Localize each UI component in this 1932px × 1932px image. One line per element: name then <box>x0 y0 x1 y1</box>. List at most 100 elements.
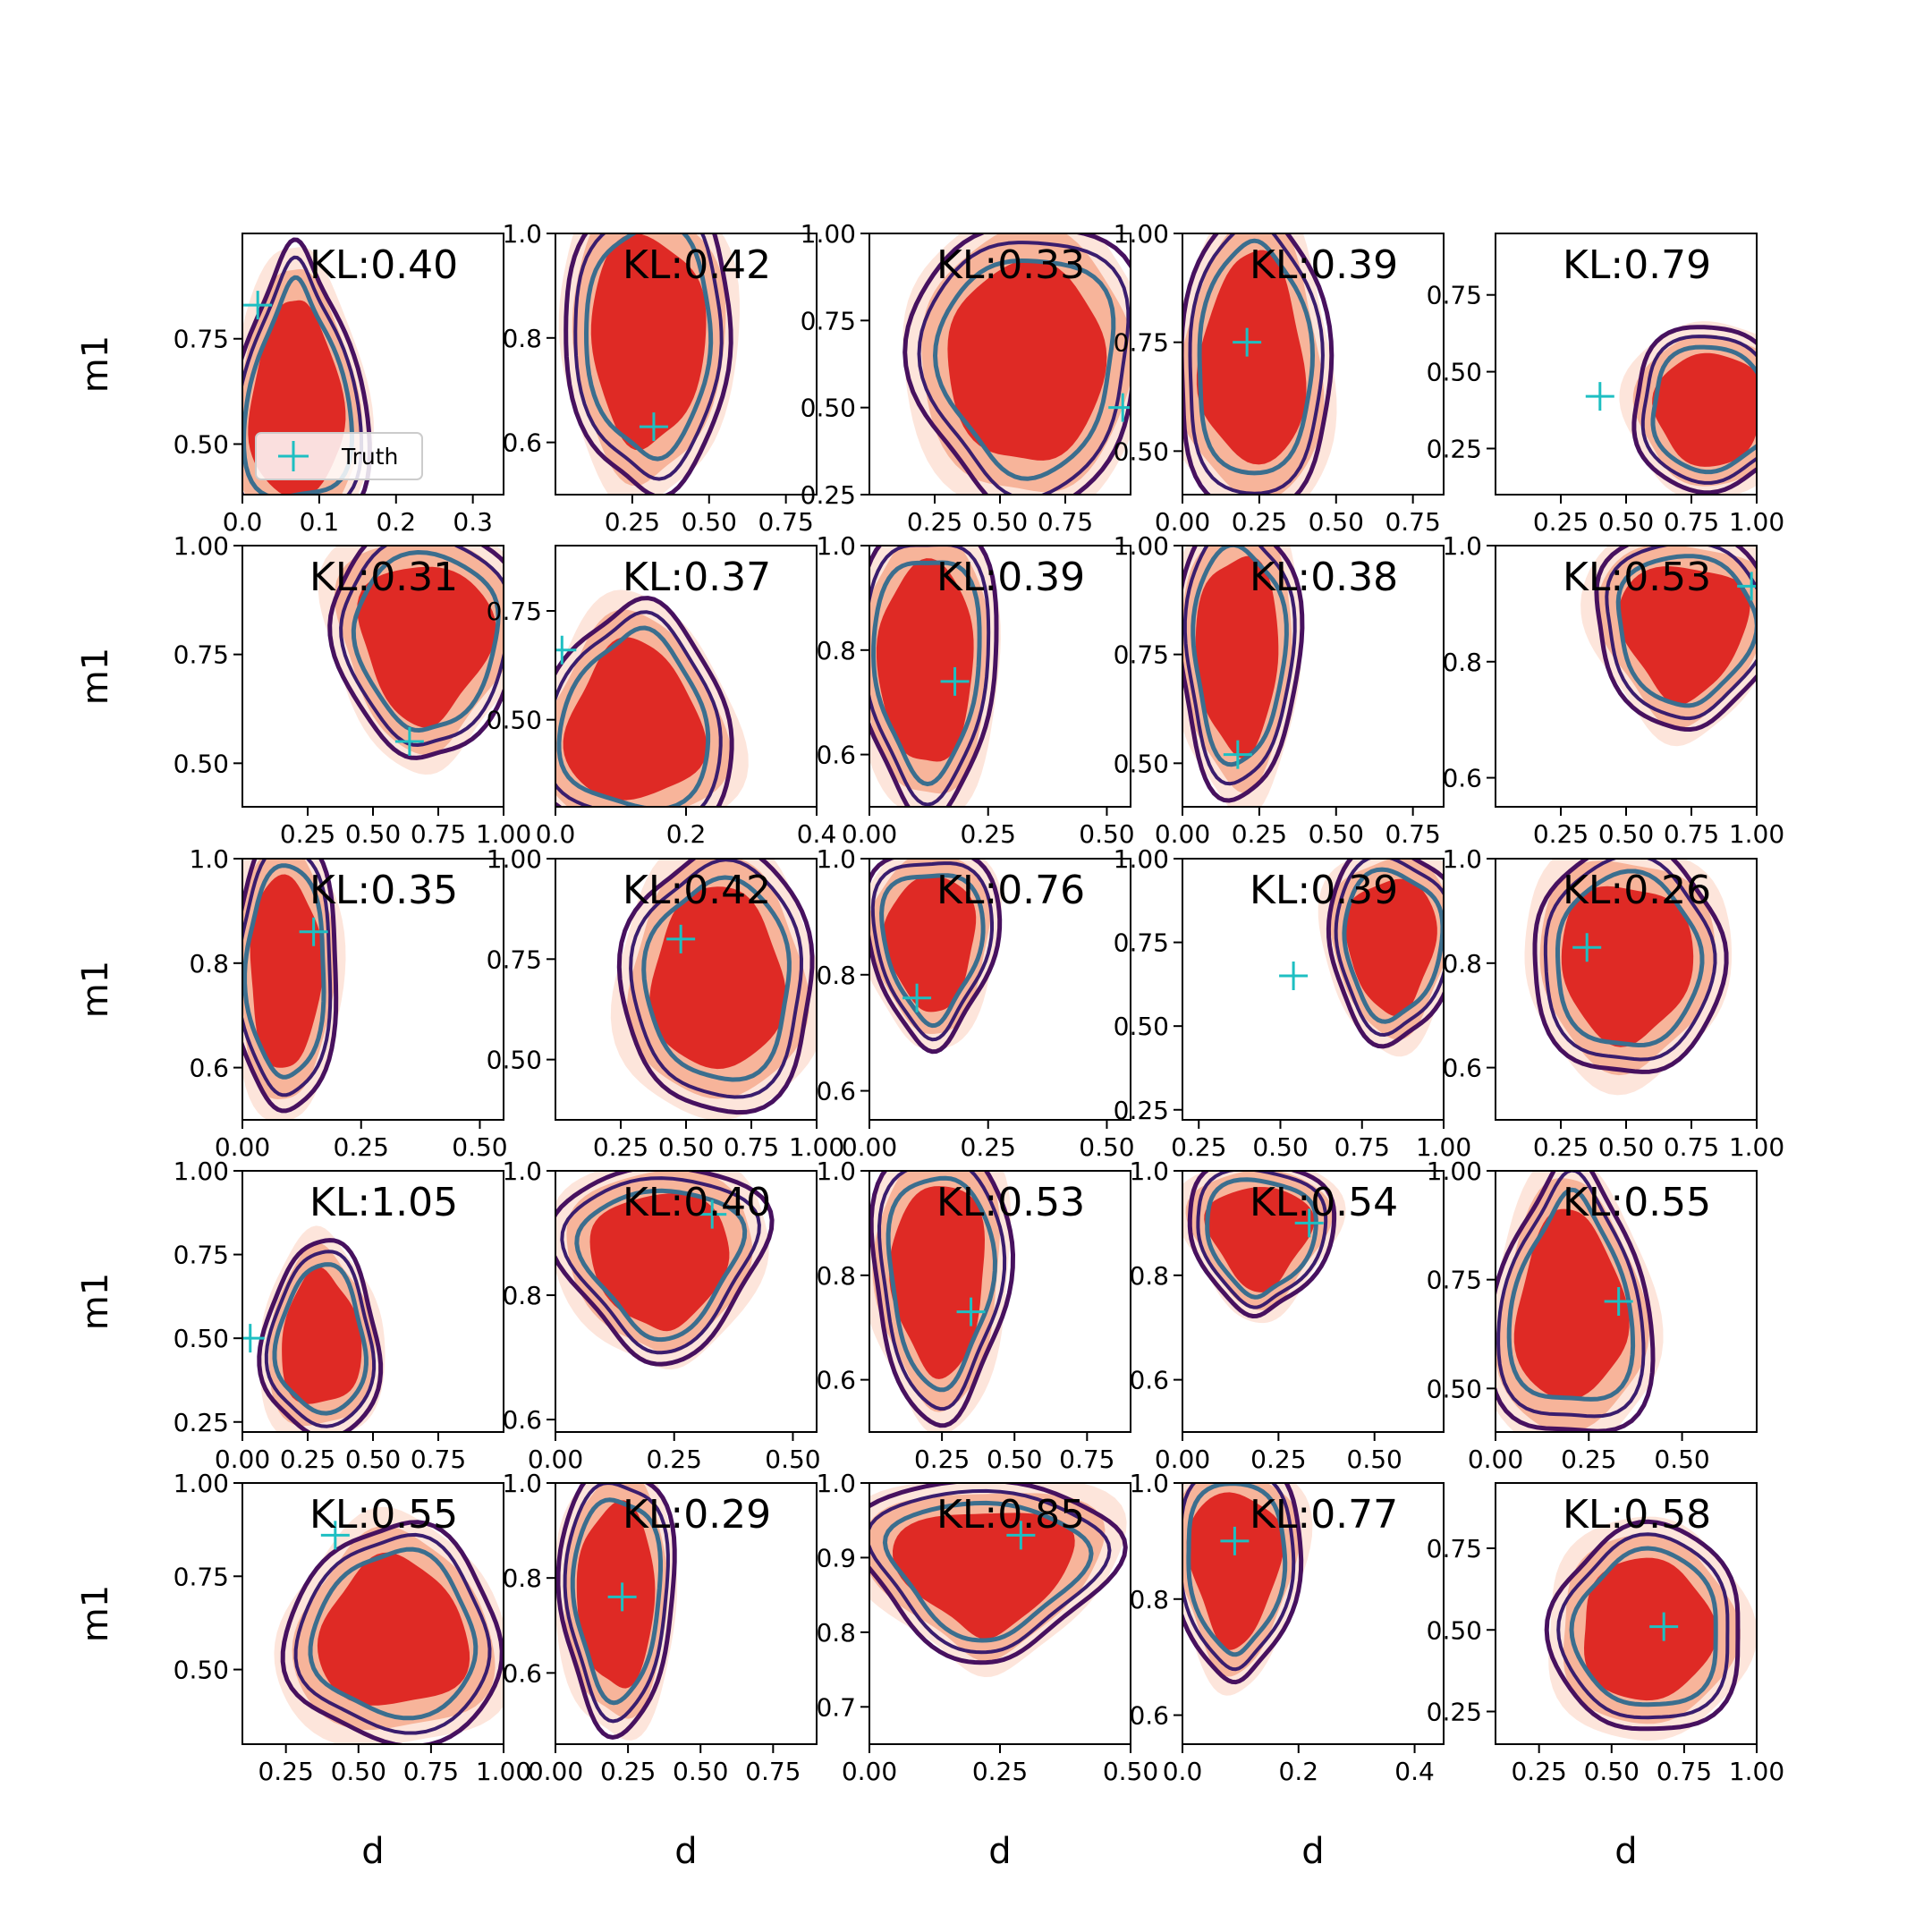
contour-outer <box>1544 1519 1741 1732</box>
y-tick-label: 0.50 <box>174 1656 229 1685</box>
kl-annotation: KL:0.42 <box>623 868 771 913</box>
x-tick-label: 1.00 <box>1729 819 1784 849</box>
axes-frame <box>242 858 504 1121</box>
x-tick-label: 0.75 <box>1664 819 1719 849</box>
x-tick-label: 0.75 <box>1385 507 1440 537</box>
x-tick-label: 0.50 <box>452 1132 507 1162</box>
axes-frame <box>1182 233 1445 496</box>
subplot-1-4: 0.00 0.25 0.50 0.75 0.50 0.75 1.00 KL:0.39 <box>1114 219 1445 537</box>
x-tick-label: 0.0 <box>223 507 263 537</box>
contour-inner <box>1191 546 1289 767</box>
y-tick-label: 0.25 <box>174 1408 229 1437</box>
contour-inner <box>882 1500 1094 1643</box>
x-tick-label: 0.25 <box>1250 1445 1306 1474</box>
subplot-3-2: 0.25 0.50 0.75 1.00 0.50 0.75 1.00 KL:0.42 <box>487 844 845 1162</box>
x-tick-label: 0.75 <box>1664 1132 1719 1162</box>
y-tick-label: 0.6 <box>502 1658 542 1688</box>
subplot-5-2: 0.00 0.25 0.50 0.75 0.6 0.8 1.0 KL:0.29 d <box>502 1469 818 1872</box>
y-tick-label: 0.9 <box>816 1543 856 1572</box>
plot-area <box>1585 321 1757 495</box>
contour-outer <box>564 233 733 495</box>
y-tick-label: 0.50 <box>1427 1615 1482 1645</box>
contour-inner <box>641 875 792 1082</box>
x-tick-label: 0.25 <box>1171 1132 1226 1162</box>
kl-annotation: KL:0.29 <box>623 1492 771 1538</box>
contour-mid <box>339 546 504 747</box>
y-tick-label: 0.75 <box>487 597 542 626</box>
kl-annotation: KL:0.54 <box>1250 1180 1398 1225</box>
x-tick-label: 0.3 <box>453 507 493 537</box>
axes-frame <box>242 1482 504 1745</box>
x-tick-label: 0.2 <box>376 507 416 537</box>
y-tick-label: 0.8 <box>189 949 229 979</box>
y-axis-label: m1 <box>75 648 116 705</box>
density-fill-inner <box>893 1513 1075 1640</box>
subplot-5-1: 0.25 0.50 0.75 1.00 0.50 0.75 1.00 KL:0.55 m1 d <box>75 1469 531 1872</box>
x-tick-label: 1.00 <box>1416 1132 1471 1162</box>
y-tick-label: 0.75 <box>1427 281 1482 310</box>
y-tick-label: 1.0 <box>189 844 229 874</box>
x-tick-label: 0.2 <box>1279 1757 1319 1786</box>
plot-area <box>274 1506 504 1744</box>
axes-frame <box>1182 545 1445 808</box>
contour-mid <box>877 1171 1007 1411</box>
density-fill-inner <box>649 886 787 1070</box>
y-tick-label: 1.00 <box>1114 531 1169 561</box>
x-tick-label: 0.75 <box>1059 1445 1114 1474</box>
y-tick-label: 0.75 <box>801 306 856 335</box>
plot-area <box>242 1225 386 1432</box>
truth-marker <box>242 1324 265 1353</box>
x-tick-label: 1.00 <box>476 819 531 849</box>
x-tick-label: 0.0 <box>536 819 576 849</box>
truth-marker <box>698 1199 727 1229</box>
contour-mid <box>1334 859 1444 1037</box>
kl-annotation: KL:0.40 <box>623 1180 771 1225</box>
x-tick-label: 0.50 <box>658 1132 714 1162</box>
contour-outer <box>1532 859 1729 1074</box>
y-tick-label: 1.00 <box>174 1157 229 1186</box>
truth-marker <box>1604 1287 1633 1316</box>
x-tick-label: 0.00 <box>528 1757 583 1786</box>
x-tick-label: 0.75 <box>411 819 466 849</box>
x-tick-label: 0.00 <box>842 819 897 849</box>
contour-outer <box>555 1483 677 1740</box>
y-tick-label: 0.8 <box>1129 1585 1169 1614</box>
contour-inner <box>1650 344 1757 475</box>
x-tick-label: 0.25 <box>280 1445 335 1474</box>
y-tick-label: 0.6 <box>1129 1366 1169 1395</box>
x-tick-label: 0.00 <box>215 1132 270 1162</box>
plot-area <box>555 1171 775 1370</box>
y-tick-label: 0.6 <box>502 1405 542 1435</box>
contour-inner <box>933 258 1116 481</box>
kl-annotation: KL:0.39 <box>936 555 1085 600</box>
contour-inner <box>574 1188 748 1343</box>
x-tick-label: 0.25 <box>914 1445 970 1474</box>
x-tick-label: 0.75 <box>1657 1757 1712 1786</box>
contour-outer <box>869 1483 1128 1665</box>
y-tick-label: 0.50 <box>1114 749 1169 778</box>
x-tick-label: 0.50 <box>1347 1445 1402 1474</box>
truth-marker <box>320 1521 350 1550</box>
truth-marker <box>1649 1612 1679 1641</box>
plot-area <box>610 859 817 1120</box>
subplot-1-3: 0.25 0.50 0.75 0.25 0.50 0.75 1.00 KL:0.33 <box>801 219 1131 537</box>
y-tick-label: 0.50 <box>174 1324 229 1353</box>
x-tick-label: 0.50 <box>1584 1757 1640 1786</box>
contour-mid <box>1605 546 1757 721</box>
subplot-4-2: 0.00 0.25 0.50 0.6 0.8 1.0 KL:0.40 <box>502 1157 820 1474</box>
kl-annotation: KL:0.58 <box>1563 1492 1711 1538</box>
contour-outer <box>242 859 339 1114</box>
x-tick-label: 0.75 <box>1335 1132 1390 1162</box>
axes-frame <box>555 1482 818 1745</box>
contour-outer <box>555 1171 775 1367</box>
x-tick-label: 0.4 <box>1394 1757 1435 1786</box>
contour-outer <box>1594 546 1757 732</box>
subplot-2-2: 0.0 0.2 0.4 0.50 0.75 KL:0.37 <box>487 545 836 849</box>
axes-frame <box>1182 858 1445 1121</box>
legend: Truth <box>255 432 423 480</box>
contour-inner <box>242 275 354 495</box>
plot-area <box>555 1483 678 1741</box>
y-tick-label: 0.6 <box>816 741 856 770</box>
y-tick-label: 0.6 <box>816 1366 856 1395</box>
axes-frame <box>869 1170 1131 1433</box>
